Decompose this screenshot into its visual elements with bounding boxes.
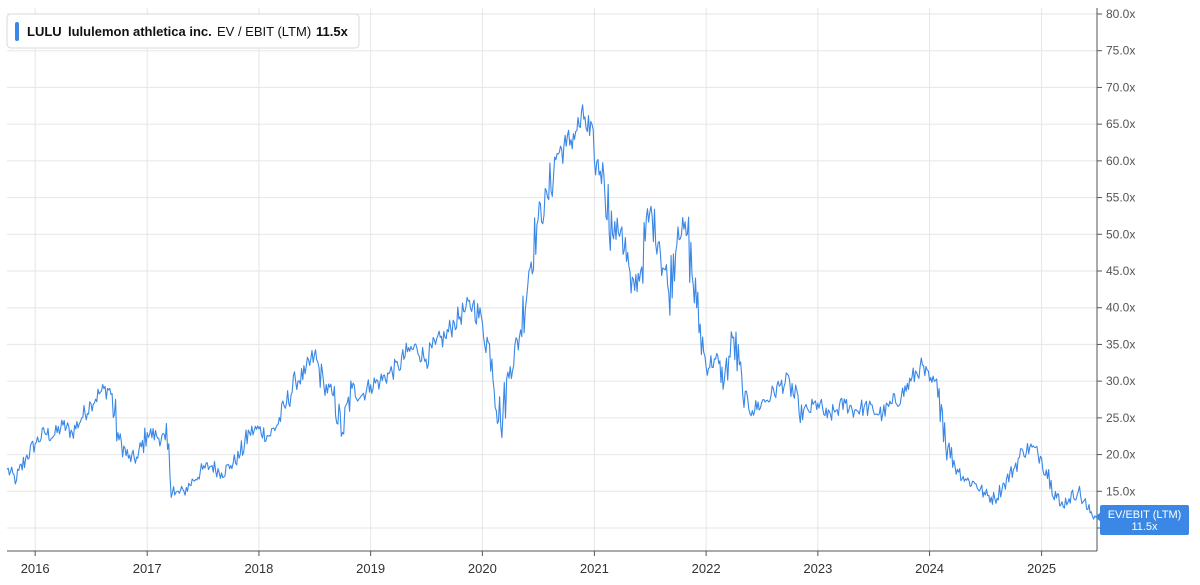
x-tick-label: 2020 [468,561,497,576]
last-value-tag-pointer [1095,511,1101,522]
y-tick-label: 50.0x [1106,227,1135,241]
x-tick-label: 2021 [580,561,609,576]
y-tick-label: 70.0x [1106,80,1135,94]
legend-metric: EV / EBIT (LTM) [217,24,311,39]
y-tick-label: 40.0x [1106,301,1135,315]
legend-company: lululemon athletica inc. [68,24,212,39]
x-tick-label: 2018 [244,561,273,576]
last-value-tag-value: 11.5x [1131,521,1158,533]
x-tick-label: 2019 [356,561,385,576]
y-tick-label: 25.0x [1106,411,1135,425]
x-tick-label: 2017 [133,561,162,576]
x-tick-label: 2022 [692,561,721,576]
last-value-tag [1100,504,1189,535]
y-tick-label: 35.0x [1106,337,1135,351]
legend-ticker: LULU [27,24,62,39]
x-tick-label: 2023 [803,561,832,576]
legend-color-bar [15,22,19,41]
y-tick-label: 20.0x [1106,448,1135,462]
series-layer [6,104,1098,520]
last-value-tag-label: EV/EBIT (LTM) [1108,509,1182,521]
y-tick-label: 55.0x [1106,191,1135,205]
y-tick-label: 15.0x [1106,484,1135,498]
y-tick-label: 65.0x [1106,117,1135,131]
legend-value: 11.5x [316,24,349,39]
last-value-tag-layer: EV/EBIT (LTM) 11.5x [1095,504,1189,535]
x-tick-label: 2025 [1027,561,1056,576]
y-tick-label: 80.0x [1106,7,1135,21]
x-tick-label: 2016 [21,561,50,576]
x-tick-label: 2024 [915,561,944,576]
y-tick-label: 75.0x [1106,44,1135,58]
y-tick-label: 45.0x [1106,264,1135,278]
legend-box [6,13,360,49]
series-line [6,104,1098,520]
grid-layer [7,8,1097,551]
y-tick-label: 30.0x [1106,374,1135,388]
axis-layer: 80.0x 75.0x 70.0x 65.0x 60.0x 55.0x 50.0x 45.0x… [7,7,1135,576]
y-tick-label: 60.0x [1106,154,1135,168]
legend: LULU lululemon athletica inc. EV / EBIT … [6,13,360,49]
